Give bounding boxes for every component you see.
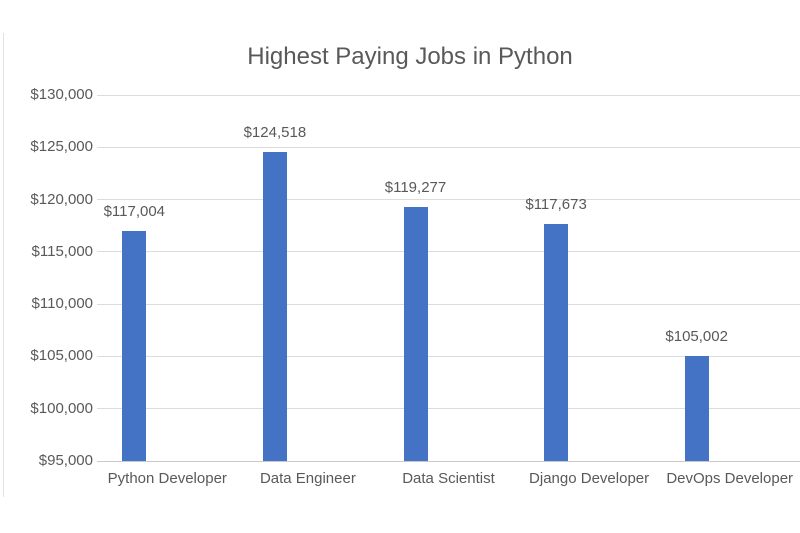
- bar-value-label-django-developer: $117,673: [525, 195, 587, 213]
- gridline: [97, 355, 800, 357]
- gridline: [97, 408, 800, 410]
- gridline: [97, 251, 800, 253]
- bar-data-engineer: [262, 152, 287, 461]
- x-axis-category-label-data-scientist: Data Scientist: [402, 470, 495, 487]
- y-axis-tick-label: $95,000: [38, 452, 93, 469]
- bar-data-scientist: [403, 207, 428, 461]
- gridline: [97, 303, 800, 305]
- y-axis-tick-label: $105,000: [30, 347, 93, 365]
- y-axis-tick-label: $120,000: [30, 190, 93, 208]
- y-axis-tick-label: $115,000: [31, 242, 93, 260]
- gridline: [97, 94, 800, 96]
- bar-python-developer: [122, 230, 147, 461]
- x-axis-line: [97, 460, 800, 462]
- y-axis-tick-label: $125,000: [30, 138, 93, 156]
- bar-value-label-python-developer: $117,004: [103, 202, 166, 220]
- x-axis-category-label-devops-developer: DevOps Developer: [666, 470, 794, 487]
- x-axis-category-label-python-developer: Python Developer: [107, 470, 227, 487]
- y-axis-tick-label: $130,000: [30, 86, 93, 103]
- x-axis-category-label-data-engineer: Data Engineer: [259, 470, 356, 487]
- y-axis-tick-label: $110,000: [31, 295, 93, 313]
- bar-value-label-data-engineer: $124,518: [243, 124, 307, 142]
- bar-devops-developer: [684, 356, 709, 461]
- y-axis-tick-label: $100,000: [30, 399, 93, 417]
- x-axis-category-label-django-developer: Django Developer: [529, 470, 650, 487]
- bar-value-label-data-scientist: $119,277: [384, 179, 447, 197]
- bar-django-developer: [544, 223, 569, 461]
- gridline: [97, 146, 800, 148]
- chart-title: Highest Paying Jobs in Python: [247, 43, 573, 70]
- chart-frame-left-edge: [3, 33, 4, 497]
- gridline: [97, 199, 800, 201]
- bar-value-label-devops-developer: $105,002: [665, 328, 728, 346]
